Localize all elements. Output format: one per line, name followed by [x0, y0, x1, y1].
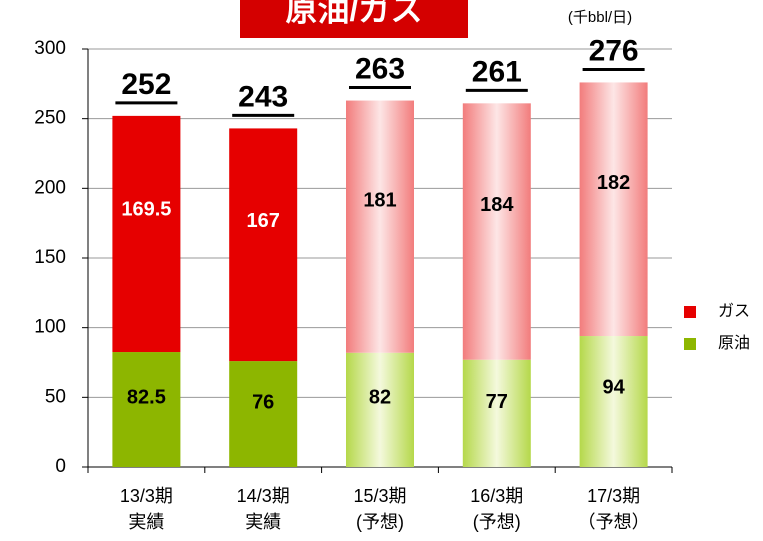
x-tick-label: （予想） [578, 512, 650, 532]
legend-swatch [684, 338, 696, 350]
data-label: 82 [369, 387, 391, 409]
total-label: 276 [589, 34, 639, 67]
data-label: 169.5 [121, 199, 171, 221]
bar-segment [579, 336, 648, 467]
x-tick-label: 16/3期 [470, 486, 523, 506]
data-label: 184 [480, 194, 514, 216]
unit-label: (千bbl/日) [568, 9, 632, 26]
bar-segment [346, 352, 414, 467]
total-label: 243 [238, 80, 288, 113]
x-tick-label: (予想) [473, 512, 521, 532]
x-tick-label: 17/3期 [587, 486, 640, 506]
y-tick-label: 50 [45, 386, 66, 407]
y-tick-label: 100 [34, 317, 66, 338]
y-tick-label: 0 [55, 456, 66, 477]
x-tick-label: 実績 [128, 512, 164, 532]
total-label: 252 [121, 68, 171, 101]
bar-segment [462, 103, 531, 360]
legend-swatch [684, 306, 696, 318]
chart-title: 原油/ガス [286, 0, 423, 27]
legend-label: 原油 [718, 334, 750, 352]
x-tick-label: 15/3期 [353, 486, 406, 506]
data-label: 182 [597, 172, 630, 194]
bar-segment [462, 359, 531, 467]
bar-segment [579, 82, 648, 337]
x-tick-label: 14/3期 [237, 486, 290, 506]
y-tick-label: 200 [34, 177, 66, 198]
legend-label: ガス [718, 302, 750, 320]
bar-segment [229, 128, 298, 362]
x-tick-label: 13/3期 [120, 486, 173, 506]
y-tick-label: 250 [34, 108, 66, 129]
data-label: 77 [486, 391, 508, 413]
y-tick-label: 150 [34, 247, 66, 268]
bar-segment [346, 100, 414, 353]
title-box [240, 0, 468, 38]
y-tick-label: 300 [34, 38, 66, 59]
bar-segment [229, 361, 298, 467]
data-label: 167 [247, 210, 280, 232]
total-label: 263 [355, 52, 405, 85]
total-label: 261 [472, 55, 522, 88]
data-label: 181 [363, 190, 396, 212]
x-tick-label: 実績 [245, 512, 281, 532]
data-label: 94 [602, 377, 625, 399]
data-label: 76 [252, 392, 274, 414]
x-tick-label: (予想) [356, 512, 404, 532]
bar-segment [112, 352, 181, 467]
bar-segment [112, 115, 181, 353]
data-label: 82.5 [127, 386, 166, 408]
